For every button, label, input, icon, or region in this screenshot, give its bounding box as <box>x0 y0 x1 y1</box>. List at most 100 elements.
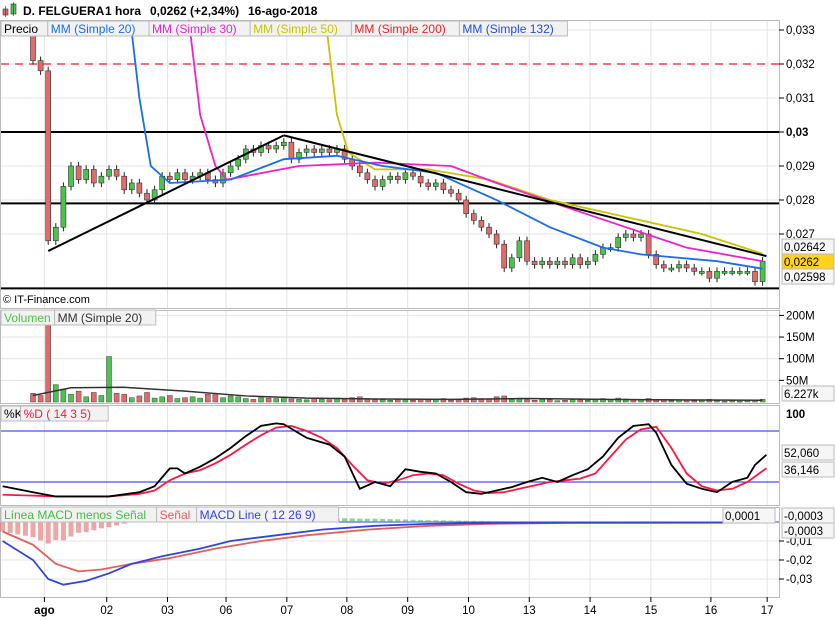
volume-mm20-line <box>32 386 763 402</box>
date-axis-label: 06 <box>220 605 233 617</box>
macd-line <box>2 521 767 586</box>
candle-up <box>83 169 89 180</box>
stoch-legend-item[interactable]: %D ( 14 3 5) <box>24 407 91 421</box>
volume-legend-item[interactable]: MM (Simple 20) <box>58 311 143 325</box>
date-axis-label: 15 <box>644 605 657 617</box>
volume-axis-label: 100M <box>786 354 815 366</box>
date-axis-label: 16 <box>705 605 718 617</box>
stoch-legend-item[interactable]: %K <box>4 407 23 421</box>
macd-histogram-bar <box>516 521 522 522</box>
macd-histogram-bar <box>448 520 454 522</box>
date-axis-label: 08 <box>340 605 353 617</box>
price-legend-item[interactable]: MM (Simple 132) <box>462 22 553 36</box>
macd-hist-last-value-box <box>722 507 776 524</box>
candle-up <box>622 233 629 238</box>
mm20-last-value-box <box>781 268 835 285</box>
macd-histogram-bar <box>395 519 401 522</box>
stoch-legend-box[interactable] <box>20 405 109 422</box>
stoch-axis-label: 100 <box>786 409 805 421</box>
candle-up <box>151 189 158 201</box>
candle-down <box>75 165 82 180</box>
candle-up <box>129 182 135 191</box>
candle-up <box>235 158 241 167</box>
volume-bar <box>91 392 97 403</box>
candle-down <box>394 175 401 180</box>
price-legend-item[interactable]: MM (Simple 20) <box>51 22 136 36</box>
candle-up <box>516 240 523 259</box>
macd-histogram-bar <box>364 518 370 522</box>
mm20-last-value: 0,02598 <box>784 272 826 284</box>
macd-legend-item[interactable]: Línea MACD menos Señal <box>4 508 146 522</box>
candle-down <box>531 260 538 265</box>
volume-bar <box>531 400 538 403</box>
interval[interactable]: 1 hora <box>105 4 141 18</box>
macd-histogram-bar <box>38 522 44 541</box>
app-logo-icon <box>2 2 17 17</box>
macd-histogram-bar <box>15 522 21 535</box>
macd-histogram-bar <box>91 522 97 531</box>
candle-down <box>121 175 127 191</box>
candle-up <box>729 271 736 274</box>
candle-down <box>752 271 758 282</box>
candle-down <box>326 148 333 153</box>
volume-bar <box>212 393 219 403</box>
candle-down <box>562 260 568 265</box>
candle-up <box>676 264 682 269</box>
mm30-line <box>187 19 763 263</box>
date: 16-ago-2018 <box>248 4 318 18</box>
macd-axis-label: -0,01 <box>786 536 812 548</box>
candle-up <box>68 165 74 187</box>
candle-down <box>706 271 713 279</box>
price-axis-label: 0,03 <box>786 127 808 139</box>
candle-up <box>638 233 644 238</box>
macd-histogram-bar <box>68 522 74 537</box>
date-axis-label: 03 <box>161 605 174 617</box>
volume-bar <box>410 400 416 403</box>
volume-bar <box>539 399 545 403</box>
macd-legend-item[interactable]: MACD Line ( 12 26 9) <box>200 508 316 522</box>
candle-up <box>584 260 591 265</box>
volume-bar <box>227 395 234 403</box>
volume-bar <box>341 398 348 403</box>
macd-histogram-bar <box>357 518 363 522</box>
volume-bar <box>174 398 181 403</box>
macd-legend-item[interactable]: Señal <box>160 508 191 522</box>
macd-histogram-bar <box>463 520 469 522</box>
volume-bar <box>159 396 165 403</box>
price-legend-item[interactable]: MM (Simple 30) <box>152 22 237 36</box>
macd-legend-box[interactable] <box>196 506 340 523</box>
price-legend-item[interactable]: Precio <box>4 22 38 36</box>
macd-histogram-bar <box>380 518 386 522</box>
date-axis-label: 09 <box>401 605 414 617</box>
volume-bar <box>250 399 257 403</box>
macd-histogram-bar <box>532 521 538 522</box>
date-axis-label: 10 <box>462 605 475 617</box>
candle-down <box>311 148 318 153</box>
candle-down <box>653 254 660 265</box>
candle-up <box>432 182 439 187</box>
candle-down <box>660 264 667 269</box>
volume-bar <box>600 398 606 403</box>
volume-bar <box>37 395 44 403</box>
volume-bar <box>691 400 697 403</box>
volume-bar <box>136 395 143 403</box>
price-legend-item[interactable]: MM (Simple 50) <box>253 22 338 36</box>
volume-legend-box[interactable] <box>54 309 157 326</box>
volume-bar <box>60 388 67 403</box>
macd-axis-label: -0,03 <box>786 574 812 586</box>
stoch-k-last-value-box <box>781 444 835 461</box>
volume-legend-item[interactable]: Volumen <box>4 311 51 325</box>
volume-bar <box>425 399 431 403</box>
volume-bar <box>326 399 333 403</box>
price-axis-label: 0,031 <box>786 93 815 105</box>
price-legend-item[interactable]: MM (Simple 200) <box>354 22 445 36</box>
volume-bar <box>83 396 89 403</box>
price-legend-box[interactable] <box>458 20 568 37</box>
volume-bar <box>387 400 393 403</box>
volume-bar <box>197 397 203 403</box>
candle-up <box>318 148 325 153</box>
candle-up <box>569 257 576 265</box>
macd-histogram-bar <box>494 521 500 522</box>
candle-down <box>182 172 188 180</box>
